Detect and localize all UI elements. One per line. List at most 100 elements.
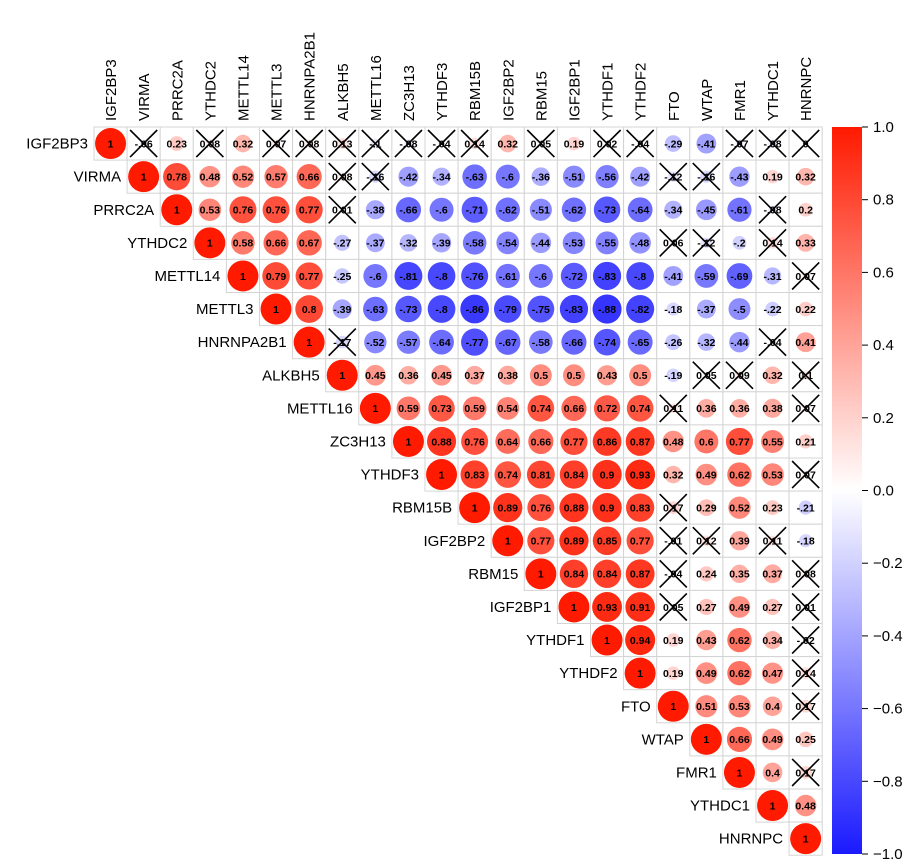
not-significant-cross bbox=[659, 394, 688, 423]
corr-value-METTL14-FMR1: -.69 bbox=[730, 271, 748, 283]
colorbar-tick-label: −1.0 bbox=[873, 846, 903, 860]
not-significant-cross bbox=[692, 361, 721, 390]
corr-value-YTHDF3-WTAP: 0.49 bbox=[696, 469, 717, 481]
grid-cell bbox=[788, 325, 823, 360]
corr-circle-FTO-WTAP bbox=[695, 695, 718, 718]
corr-value-METTL14-WTAP: -.59 bbox=[697, 271, 715, 283]
row-label-YTHDF3: YTHDF3 bbox=[361, 467, 419, 484]
corr-circle-ZC3H13-YTHDF1 bbox=[592, 427, 622, 456]
corr-circle-HNRNPA2B1-HNRNPA2B1 bbox=[293, 326, 325, 358]
corr-value-YTHDC2-IGF2BP2: -.54 bbox=[499, 238, 517, 250]
corr-circle-YTHDC2-METTL3 bbox=[263, 230, 289, 256]
corr-value-METTL3-ALKBH5: -.39 bbox=[333, 304, 351, 316]
corr-circle-YTHDC1-YTHDC1 bbox=[757, 790, 789, 822]
not-significant-cross bbox=[659, 592, 688, 622]
corr-value-METTL14-IGF2BP2: -.61 bbox=[499, 271, 517, 283]
corr-value-YTHDC2-YTHDC2: 1 bbox=[207, 238, 213, 250]
corr-circle-METTL16-METTL16 bbox=[359, 392, 391, 424]
not-significant-cross bbox=[328, 162, 357, 191]
not-significant-cross bbox=[328, 129, 357, 158]
corr-value-VIRMA-YTHDF1: -.56 bbox=[598, 171, 616, 183]
corr-circle-YTHDC2-HNRNPC bbox=[796, 233, 815, 252]
corr-circle-RBM15-YTHDF2 bbox=[625, 559, 655, 589]
corr-value-IGF2BP3-FTO: -.29 bbox=[664, 138, 682, 150]
corr-circle-YTHDC2-IGF2BP1 bbox=[562, 231, 586, 255]
corr-circle-PRRC2A-FMR1 bbox=[727, 197, 752, 222]
corr-value-YTHDF2-FTO: 0.19 bbox=[663, 668, 684, 680]
corr-circle-VIRMA-HNRNPC bbox=[796, 167, 815, 186]
corr-circle-YTHDF3-FMR1 bbox=[727, 462, 752, 487]
row-label-HNRNPA2B1: HNRNPA2B1 bbox=[198, 334, 287, 351]
row-label-FMR1: FMR1 bbox=[676, 764, 717, 781]
colorbar-tick-label: −0.8 bbox=[873, 773, 903, 790]
corr-circle-HNRNPA2B1-WTAP bbox=[697, 333, 716, 351]
corr-circle-HNRNPA2B1-IGF2BP2 bbox=[495, 329, 521, 355]
corr-value-PRRC2A-IGF2BP2: -.62 bbox=[499, 205, 517, 217]
corr-value-YTHDC2-HNRNPC: 0.33 bbox=[795, 238, 816, 250]
corr-circle-METTL3-FMR1 bbox=[728, 298, 751, 321]
not-significant-cross bbox=[791, 559, 820, 588]
corr-circle-METTL14-IGF2BP1 bbox=[560, 262, 588, 290]
corr-value-PRRC2A-RBM15: -.51 bbox=[532, 205, 550, 217]
corr-value-METTL14-METTL3: 0.79 bbox=[266, 271, 287, 283]
corr-circle-RBM15B-WTAP bbox=[698, 499, 715, 516]
corr-value-PRRC2A-PRRC2A: 1 bbox=[174, 205, 180, 217]
corr-value-METTL14-YTHDF3: -.8 bbox=[435, 271, 447, 283]
corr-value-METTL3-METTL3: 1 bbox=[273, 304, 279, 316]
corr-circle-YTHDF3-IGF2BP2 bbox=[494, 461, 522, 488]
corr-circle-RBM15B-YTHDC1 bbox=[765, 500, 780, 516]
corr-value-PRRC2A-YTHDC2: 0.53 bbox=[200, 205, 221, 217]
corr-value-IGF2BP3-METTL14: 0.32 bbox=[233, 138, 254, 150]
corr-value-METTL3-FTO: -.18 bbox=[664, 304, 682, 316]
corr-value-HNRNPA2B1-RBM15: -.58 bbox=[532, 337, 550, 349]
corr-circle-VIRMA-YTHDF2 bbox=[630, 166, 651, 187]
corr-circle-ZC3H13-IGF2BP2 bbox=[495, 429, 521, 454]
corr-value-ZC3H13-YTHDF2: 0.87 bbox=[630, 436, 651, 448]
row-label-FTO: FTO bbox=[621, 698, 651, 715]
corr-circle-METTL14-YTHDF3 bbox=[427, 262, 456, 290]
corr-value-VIRMA-YTHDF3: -.34 bbox=[433, 171, 451, 183]
corr-value-PRRC2A-ZC3H13: -.66 bbox=[399, 205, 417, 217]
corr-value-METTL3-HNRNPC: 0.22 bbox=[795, 304, 816, 316]
corr-value-RBM15B-FMR1: 0.52 bbox=[729, 502, 750, 514]
corr-circle-VIRMA-YTHDC2 bbox=[199, 165, 221, 188]
corr-circle-YTHDF2-FMR1 bbox=[727, 660, 752, 686]
corr-value-HNRNPA2B1-METTL16: -.52 bbox=[366, 337, 384, 349]
top-label-YTHDF1: YTHDF1 bbox=[600, 63, 617, 121]
corr-value-IGF2BP1-YTHDC1: 0.27 bbox=[762, 602, 783, 614]
corr-circle-ZC3H13-WTAP bbox=[694, 429, 719, 454]
corr-circle-ALKBH5-RBM15B bbox=[465, 365, 485, 385]
corr-circle-IGF2BP2-YTHDF1 bbox=[592, 526, 622, 556]
corr-value-VIRMA-VIRMA: 1 bbox=[141, 171, 147, 183]
not-significant-cross bbox=[659, 162, 688, 191]
corr-circle-HNRNPA2B1-YTHDF1 bbox=[593, 328, 621, 356]
not-significant-cross bbox=[659, 493, 688, 522]
not-significant-cross bbox=[791, 394, 820, 423]
not-significant-cross bbox=[659, 526, 688, 555]
corr-value-ZC3H13-RBM15: 0.66 bbox=[531, 436, 552, 448]
corr-circle-IGF2BP2-RBM15 bbox=[527, 527, 555, 555]
corr-circle-WTAP-YTHDC1 bbox=[761, 728, 784, 751]
corr-circle-YTHDC2-YTHDF3 bbox=[431, 233, 452, 253]
not-significant-cross bbox=[261, 129, 291, 158]
corr-value-VIRMA-YTHDC1: 0.19 bbox=[762, 171, 783, 183]
corr-value-FTO-FMR1: 0.53 bbox=[729, 701, 750, 713]
corr-circle-WTAP-HNRNPC bbox=[797, 731, 814, 748]
corr-circle-YTHDC2-YTHDF2 bbox=[629, 232, 651, 254]
corr-value-METTL14-YTHDC1: -.31 bbox=[764, 271, 782, 283]
corr-circle-PRRC2A-METTL16 bbox=[365, 200, 385, 220]
row-label-YTHDF2: YTHDF2 bbox=[559, 665, 617, 682]
corr-circle-METTL14-RBM15 bbox=[528, 263, 553, 288]
corr-value-YTHDF2-WTAP: 0.49 bbox=[696, 668, 717, 680]
corr-circle-PRRC2A-YTHDF2 bbox=[627, 197, 653, 223]
corr-circle-ALKBH5-RBM15 bbox=[529, 364, 552, 387]
corr-value-IGF2BP1-WTAP: 0.27 bbox=[696, 602, 717, 614]
corr-circle-YTHDC1-HNRNPC bbox=[794, 794, 817, 817]
corr-circle-METTL14-ALKBH5 bbox=[334, 268, 350, 284]
top-label-FMR1: FMR1 bbox=[732, 80, 749, 121]
corr-value-METTL3-ZC3H13: -.73 bbox=[399, 304, 417, 316]
not-significant-cross bbox=[791, 361, 820, 390]
not-significant-cross bbox=[626, 129, 655, 158]
row-label-YTHDC2: YTHDC2 bbox=[127, 235, 187, 252]
corr-circle-METTL16-YTHDF1 bbox=[593, 395, 621, 422]
